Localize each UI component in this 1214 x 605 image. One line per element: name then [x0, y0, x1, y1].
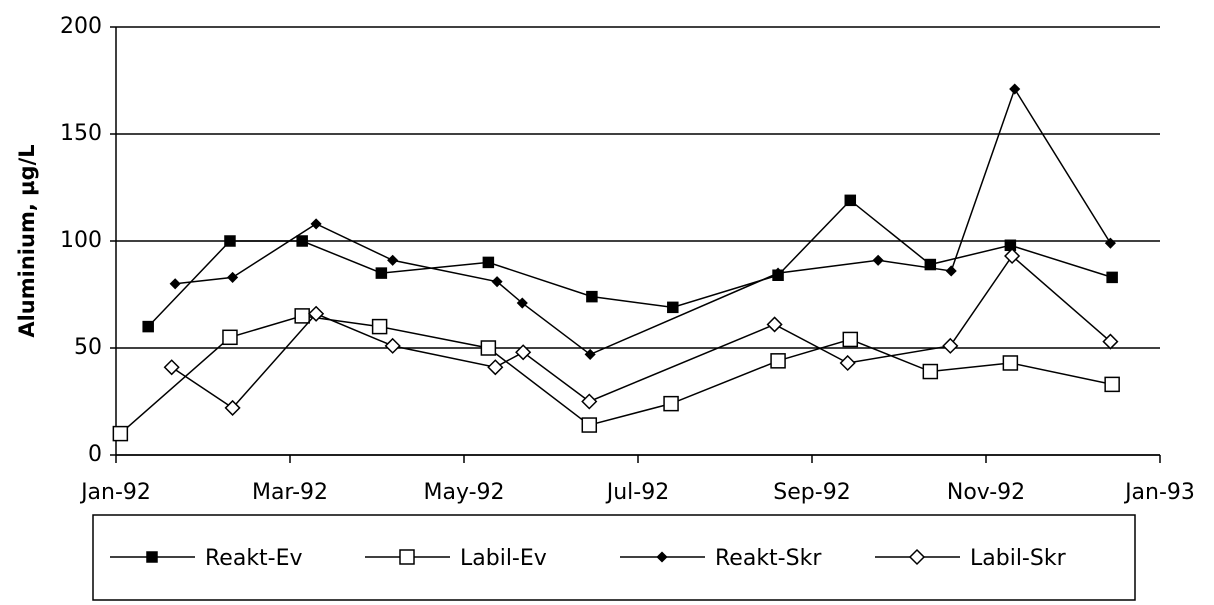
- data-point: [945, 265, 957, 277]
- data-point: [586, 290, 598, 303]
- data-point: [112, 425, 129, 442]
- data-point: [163, 359, 180, 376]
- x-tick-label: May-92: [423, 480, 504, 505]
- data-point: [222, 329, 238, 346]
- y-tick-label: 150: [60, 121, 102, 146]
- data-point: [1104, 237, 1116, 249]
- series-line: [119, 315, 1113, 435]
- data-point: [516, 297, 528, 309]
- data-point: [387, 254, 399, 266]
- data-point: [1004, 247, 1021, 265]
- data-point: [224, 235, 236, 247]
- data-point: [581, 393, 598, 410]
- data-point: [308, 305, 325, 322]
- series-line: [175, 87, 1112, 356]
- legend-marker: [656, 551, 668, 563]
- data-point: [584, 348, 596, 360]
- data-point: [375, 267, 388, 279]
- data-point: [142, 320, 154, 333]
- y-tick-label: 200: [60, 14, 102, 39]
- legend-label: Labil-Skr: [970, 546, 1067, 571]
- legend-box: [92, 514, 1136, 601]
- legend-label: Reakt-Skr: [715, 546, 822, 571]
- data-point: [872, 254, 884, 266]
- data-point: [1102, 333, 1119, 350]
- data-point: [922, 363, 939, 380]
- legend-label: Reakt-Ev: [205, 546, 303, 571]
- data-point: [770, 353, 786, 369]
- data-point: [515, 344, 532, 361]
- y-tick-label: 0: [88, 442, 102, 467]
- data-point: [1002, 355, 1019, 371]
- legend-marker: [399, 549, 415, 565]
- data-point: [482, 256, 495, 269]
- data-point: [169, 278, 181, 290]
- data-point: [491, 276, 503, 288]
- legend-marker: [908, 548, 926, 566]
- x-tick-label: Jul-92: [605, 480, 669, 505]
- data-point: [224, 399, 241, 416]
- legend-marker: [146, 551, 158, 563]
- data-point: [581, 417, 598, 433]
- series-line: [147, 199, 1113, 328]
- data-point: [663, 395, 679, 412]
- data-point: [487, 359, 504, 376]
- data-point: [942, 337, 959, 354]
- data-point: [371, 318, 388, 335]
- data-point: [1009, 83, 1021, 95]
- x-tick-label: Sep-92: [773, 480, 850, 505]
- data-point: [842, 331, 859, 348]
- y-axis-label: Aluminium, µg/L: [15, 144, 39, 337]
- data-point: [1106, 271, 1118, 284]
- data-point: [294, 308, 310, 324]
- x-tick-label: Jan-92: [79, 480, 151, 505]
- data-point: [1104, 376, 1120, 393]
- data-point: [839, 354, 856, 372]
- data-point: [844, 194, 857, 207]
- data-point: [766, 316, 783, 333]
- x-tick-label: Nov-92: [947, 480, 1025, 505]
- data-point: [296, 235, 308, 247]
- data-point: [1004, 239, 1017, 252]
- y-tick-label: 100: [60, 228, 102, 253]
- data-point: [667, 301, 679, 314]
- x-tick-label: Mar-92: [252, 480, 328, 505]
- legend-label: Labil-Ev: [460, 546, 547, 571]
- y-tick-label: 50: [74, 335, 102, 360]
- data-point: [772, 267, 784, 279]
- x-tick-label: Jan-93: [1123, 480, 1195, 505]
- data-point: [310, 218, 322, 230]
- data-point: [384, 337, 401, 354]
- data-point: [924, 258, 937, 271]
- data-point: [227, 271, 239, 283]
- series-line: [171, 254, 1111, 409]
- data-point: [480, 340, 497, 356]
